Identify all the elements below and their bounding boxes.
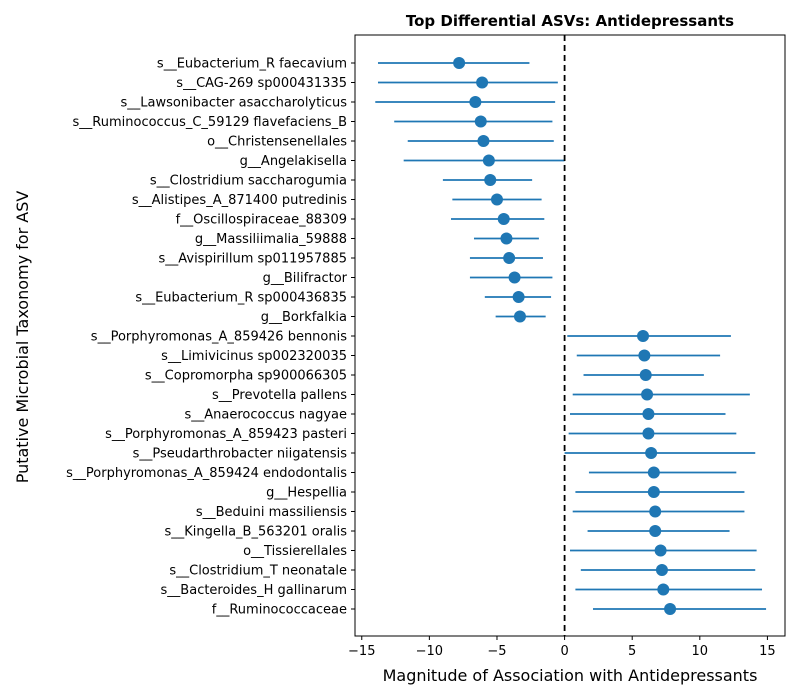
- data-point: [469, 96, 482, 108]
- data-point: [641, 388, 654, 401]
- y-tick-label: s__Kingella_B_563201 oralis: [164, 525, 347, 540]
- points-layer: [453, 57, 677, 615]
- y-tick-label: s__Prevotella pallens: [212, 388, 347, 403]
- y-tick-label: s__Limivicinus sp002320035: [161, 349, 347, 364]
- data-point: [503, 252, 516, 264]
- data-point: [639, 369, 652, 381]
- x-axis-title: Magnitude of Association with Antidepres…: [383, 666, 758, 685]
- data-point: [657, 583, 670, 596]
- data-point: [647, 486, 660, 498]
- data-point: [664, 603, 677, 615]
- data-point: [655, 564, 668, 576]
- y-tick-label: f__Oscillospiraceae_88309: [176, 213, 347, 228]
- data-point: [647, 466, 660, 479]
- y-tick-label: g__Borkfalkia: [261, 310, 347, 325]
- y-axis-title: Putative Microbial Taxonomy for ASV: [13, 191, 32, 484]
- y-tick-label: g__Hespellia: [266, 486, 347, 501]
- y-tick-label: s__Copromorpha sp900066305: [145, 369, 347, 384]
- data-point: [484, 174, 497, 186]
- data-point: [477, 135, 490, 147]
- data-point: [642, 408, 655, 420]
- y-tick-label: s__Lawsonibacter asaccharolyticus: [120, 96, 347, 111]
- y-tick-label: s__Clostridium_T neonatale: [169, 564, 347, 579]
- y-axis: s__Eubacterium_R faecavium s__CAG-269 sp0…: [66, 57, 355, 618]
- y-tick-label: s__Eubacterium_R faecavium: [157, 57, 347, 72]
- x-tick-label: −15: [348, 644, 375, 659]
- x-tick-label: 5: [628, 644, 636, 659]
- data-point: [637, 330, 650, 342]
- y-tick-label: s__Bacteroides_H gallinarum: [161, 583, 347, 598]
- error-bars-layer: [375, 62, 767, 610]
- data-point: [500, 232, 513, 245]
- y-tick-label: s__Beduini massiliensis: [196, 505, 347, 520]
- data-point: [654, 544, 667, 557]
- data-point: [453, 57, 466, 69]
- y-tick-label: s__Eubacterium_R sp000436835: [135, 291, 347, 306]
- x-axis: −15 −10 −5 0 5 10 15: [348, 636, 776, 659]
- y-tick-label: o__Christensenellales: [207, 135, 347, 150]
- y-tick-label: s__Alistipes_A_871400 putredinis: [132, 193, 347, 208]
- data-point: [497, 213, 510, 225]
- data-point: [642, 427, 655, 440]
- y-tick-label: s__Anaerococcus nagyae: [184, 408, 347, 423]
- data-point: [482, 154, 495, 167]
- data-point: [476, 76, 489, 89]
- y-tick-label: s__Ruminococcus_C_59129 flavefaciens_B: [73, 115, 347, 130]
- x-tick-label: −10: [416, 644, 443, 659]
- y-tick-label: f__Ruminococcaceae: [212, 603, 347, 618]
- x-tick-label: 10: [692, 644, 709, 659]
- data-point: [649, 525, 662, 537]
- x-tick-label: 15: [759, 644, 776, 659]
- data-point: [512, 291, 525, 303]
- data-point: [508, 271, 521, 284]
- y-tick-label: s__Porphyromonas_A_859426 bennonis: [91, 330, 347, 345]
- y-tick-label: s__Clostridium saccharogumia: [150, 174, 347, 189]
- data-point: [649, 505, 662, 518]
- y-tick-label: g__Angelakisella: [240, 154, 347, 169]
- x-tick-label: −5: [487, 644, 506, 659]
- y-tick-label: g__Massiliimalia_59888: [195, 232, 347, 247]
- y-tick-label: s__Porphyromonas_A_859424 endodontalis: [66, 466, 347, 481]
- data-point: [513, 310, 526, 323]
- y-tick-label: s__Porphyromonas_A_859423 pasteri: [105, 427, 347, 442]
- data-point: [490, 193, 503, 206]
- data-point: [638, 349, 651, 362]
- x-tick-label: 0: [560, 644, 568, 659]
- data-point: [645, 447, 658, 459]
- y-tick-label: s__CAG-269 sp000431335: [176, 76, 347, 91]
- data-point: [474, 115, 487, 128]
- y-tick-label: g__Bilifractor: [263, 271, 348, 286]
- chart-title: Top Differential ASVs: Antidepressants: [406, 12, 734, 30]
- y-tick-label: o__Tissierellales: [243, 544, 347, 559]
- y-tick-label: s__Pseudarthrobacter niigatensis: [133, 447, 348, 462]
- y-tick-label: s__Avispirillum sp011957885: [158, 252, 347, 267]
